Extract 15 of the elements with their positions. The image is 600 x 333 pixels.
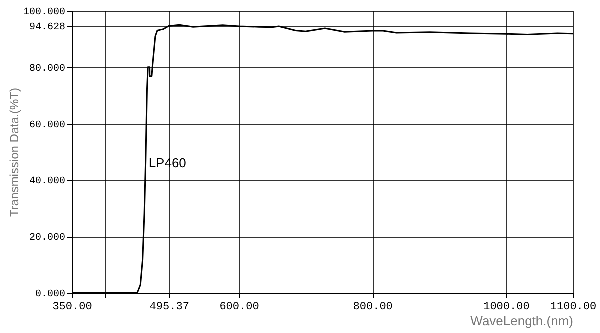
x-tick-label: 1100.00 — [550, 302, 597, 314]
y-tick-label: 0.000 — [35, 290, 66, 300]
x-tick-label: 600.00 — [220, 302, 260, 314]
x-tick-label: 350.00 — [52, 302, 92, 314]
y-tick-label: 40.000 — [29, 176, 66, 188]
y-tick-label: 80.000 — [29, 64, 66, 75]
y-axis-title: Transmission Data.(%T) — [7, 88, 22, 217]
y-tick-label: 100.000 — [23, 8, 66, 18]
x-tick-label: 495.37 — [150, 302, 190, 314]
y-tick-label: 60.000 — [29, 120, 66, 132]
y-tick-label: 94.628 — [29, 22, 66, 34]
y-tick-label: 20.000 — [29, 233, 66, 244]
x-axis-title: WaveLength.(nm) — [470, 314, 574, 328]
x-tick-label: 800.00 — [353, 302, 393, 314]
x-tick-label: 1000.00 — [484, 302, 530, 314]
